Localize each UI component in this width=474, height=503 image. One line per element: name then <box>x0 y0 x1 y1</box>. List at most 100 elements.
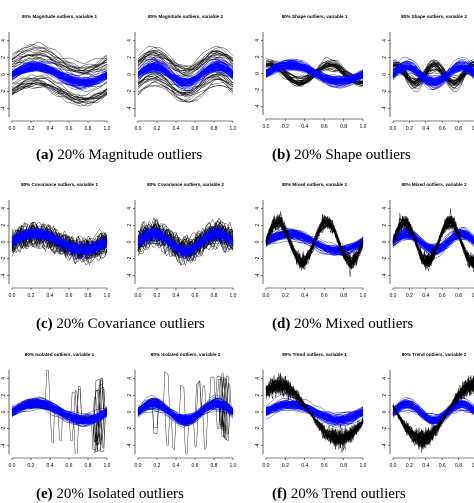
x-tick-label: 0.4 <box>301 124 308 130</box>
y-tick-label: 0 <box>1 73 7 76</box>
y-tick-label: -2 <box>255 256 261 261</box>
x-tick-label: 0.2 <box>406 293 413 299</box>
series-line <box>137 74 234 92</box>
x-tick-label: 0.8 <box>340 293 347 299</box>
x-tick-label: 1.0 <box>104 463 111 469</box>
series-line <box>392 219 474 264</box>
subplot-title: 80% Mixed outliers, variable 2 <box>401 182 467 187</box>
x-tick-label: 0.0 <box>263 293 270 299</box>
series-line <box>265 377 364 445</box>
subplot-c-2: 80% Covariance outliers, variable 2 0.0 0.… <box>127 182 237 299</box>
x-tick-label: 0.6 <box>192 293 199 299</box>
series-line <box>265 377 364 448</box>
series-line <box>137 233 234 254</box>
x-tick-label: 0.0 <box>9 463 16 469</box>
series-group <box>392 56 474 93</box>
series-line <box>11 231 108 260</box>
series-line <box>137 68 234 86</box>
series-line <box>11 53 108 72</box>
x-tick-label: 0.6 <box>321 293 328 299</box>
series-line <box>137 50 234 70</box>
x-tick-label: 1.0 <box>230 293 237 299</box>
series-line <box>137 242 234 249</box>
caption-label: (e) <box>36 486 53 502</box>
series-line <box>11 86 108 104</box>
x-tick-label: 0.6 <box>321 463 328 469</box>
series-line <box>265 214 364 268</box>
x-tick-label: 1.0 <box>472 463 474 469</box>
series-line <box>265 407 364 419</box>
series-line <box>137 51 234 77</box>
x-tick-label: 1.0 <box>104 126 111 132</box>
y-tick-label: -4 <box>382 443 388 448</box>
series-line <box>11 62 108 84</box>
series-line <box>11 61 108 84</box>
x-tick-label: 0.4 <box>173 463 180 469</box>
series-line <box>265 65 364 85</box>
series-line <box>392 402 474 420</box>
series-line <box>11 61 108 86</box>
y-tick-label: -4 <box>127 443 133 448</box>
series-line <box>137 54 234 79</box>
series-line <box>137 55 234 72</box>
x-tick-label: 0.0 <box>390 126 397 132</box>
x-tick-label: 0.6 <box>192 463 199 469</box>
x-tick-label: 0.0 <box>263 124 270 130</box>
series-line <box>392 375 474 443</box>
series-line <box>265 64 364 82</box>
x-tick-label: 0.4 <box>422 126 429 132</box>
series-line <box>392 218 474 267</box>
x-tick-label: 1.0 <box>104 293 111 299</box>
series-group <box>265 372 364 453</box>
y-tick-label: 4 <box>127 39 133 42</box>
series-line <box>265 405 364 414</box>
y-tick-label: 2 <box>1 394 7 397</box>
x-tick-label: 0.4 <box>422 463 429 469</box>
series-line <box>11 50 108 64</box>
x-tick-label: 0.0 <box>9 293 16 299</box>
x-tick-label: 1.0 <box>472 293 474 299</box>
x-tick-label: 0.8 <box>85 293 92 299</box>
x-tick-label: 0.0 <box>135 293 142 299</box>
series-line <box>11 400 108 421</box>
series-line <box>11 80 108 104</box>
x-tick-label: 0.2 <box>28 293 35 299</box>
series-line <box>11 232 108 250</box>
caption-text: 20% Isolated outliers <box>56 486 184 502</box>
subplot-a-2: 80% Magnitude outliers, variable 2 0.0 0.2… <box>127 14 237 132</box>
series-line <box>137 411 234 415</box>
series-line <box>137 61 234 81</box>
series-line <box>392 404 474 421</box>
y-tick-label: 0 <box>255 410 261 413</box>
series-line <box>137 231 234 252</box>
y-tick-label: 4 <box>382 377 388 380</box>
series-line <box>392 63 474 90</box>
y-tick-label: 0 <box>127 73 133 76</box>
subplot-b-2: 80% Shape outliers, variable 2 0.0 0.2 0.4 0… <box>382 14 474 132</box>
series-group <box>137 217 234 266</box>
y-tick-label: 2 <box>1 56 7 59</box>
subplot-title: 80% Isolated outliers, variable 2 <box>151 352 221 357</box>
series-line <box>137 407 234 418</box>
y-tick-label: 4 <box>127 377 133 380</box>
series-line <box>265 60 364 82</box>
series-line <box>11 55 108 68</box>
series-group <box>265 57 364 89</box>
series-line <box>137 237 234 251</box>
x-tick-label: 0.8 <box>211 126 218 132</box>
x-tick-label: 0.4 <box>173 126 180 132</box>
caption-a: (a) 20% Magnitude outliers <box>36 147 202 164</box>
x-tick-label: 0.4 <box>173 293 180 299</box>
y-tick-label: 4 <box>255 207 261 210</box>
x-tick-label: 1.0 <box>360 463 367 469</box>
series-line <box>11 82 108 101</box>
series-line <box>137 406 234 454</box>
series-line <box>392 68 474 83</box>
x-tick-label: 0.6 <box>439 126 446 132</box>
caption-c: (c) 20% Covariance outliers <box>36 316 205 333</box>
y-tick-label: 2 <box>1 224 7 227</box>
subplot-e-2: 80% Isolated outliers, variable 2 0.0 0.2 0… <box>127 352 237 469</box>
y-tick-label: -4 <box>127 273 133 278</box>
series-line <box>392 62 474 82</box>
y-tick-label: -2 <box>127 256 133 261</box>
